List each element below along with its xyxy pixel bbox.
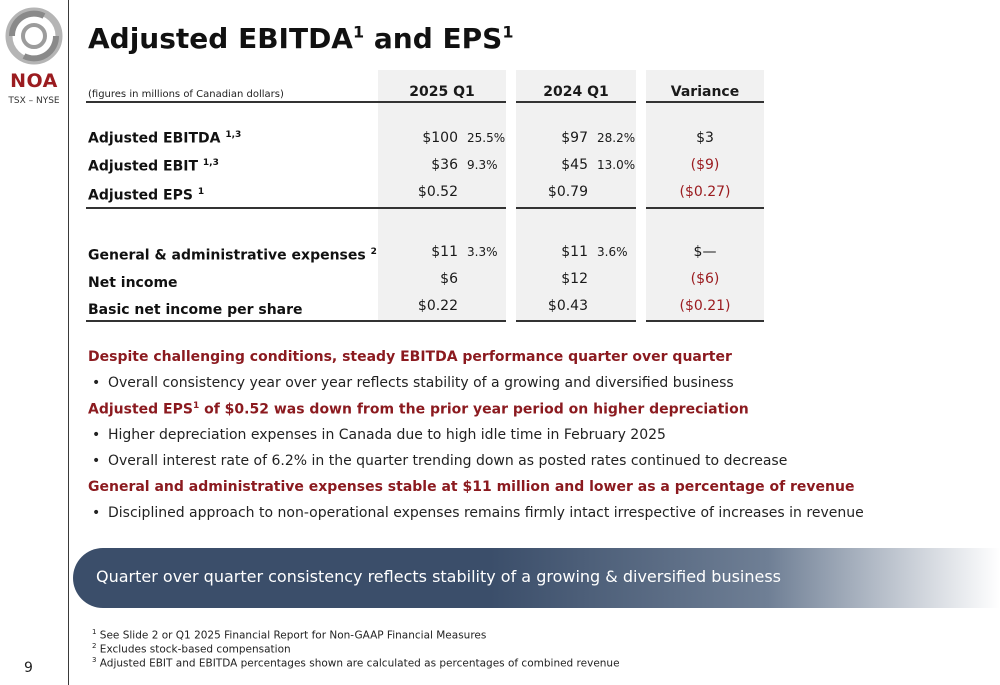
col-header-2024: 2024 Q1	[543, 84, 609, 100]
footnote-number: 2	[92, 642, 97, 650]
header-rule	[378, 101, 506, 103]
bullet-icon: •	[92, 453, 101, 469]
header-rule	[646, 101, 764, 103]
cell-2025: $0.52	[417, 184, 458, 200]
commentary-heading-ebitda: Despite challenging conditions, steady E…	[88, 349, 732, 365]
cell-2025-pct: 25.5%	[467, 131, 506, 145]
logo-exchange: TSX – NYSE	[8, 96, 60, 106]
table-bottom-rule	[378, 320, 506, 322]
col-header-2025: 2025 Q1	[409, 84, 475, 100]
footnote-text: Adjusted EBIT and EBITDA percentages sho…	[96, 657, 620, 670]
page-number: 9	[24, 660, 33, 676]
table-bottom-rule	[516, 320, 636, 322]
cell-variance: ($6)	[690, 271, 720, 287]
row-label-sup: 1	[197, 187, 205, 197]
cell-2024: $0.79	[547, 184, 588, 200]
cell-2024: $0.43	[547, 298, 588, 314]
key-message-text: Quarter over quarter consistency reflect…	[96, 567, 782, 586]
row-label: Adjusted EBITDA 1,3	[88, 130, 241, 147]
noa-logo-icon	[5, 7, 63, 65]
commentary-bullet: • Higher depreciation expenses in Canada …	[92, 427, 666, 443]
row-label-text: General & administrative expenses	[88, 247, 371, 264]
footnote: 3 Adjusted EBIT and EBITDA percentages s…	[92, 656, 620, 670]
col-header-variance: Variance	[670, 84, 740, 100]
heading-eps-part-b: of $0.52 was down from the prior year pe…	[199, 401, 749, 418]
row-label: Adjusted EBIT 1,3	[88, 158, 219, 175]
bullet-icon: •	[92, 375, 101, 391]
cell-2024: $12	[561, 271, 588, 287]
cell-variance: $—	[693, 244, 717, 260]
footnote-number: 3	[92, 656, 97, 664]
row-label: Net income	[88, 275, 178, 291]
title-part-2: and EPS	[364, 22, 503, 55]
footnote-text: See Slide 2 or Q1 2025 Financial Report …	[96, 629, 487, 642]
row-label-text: Adjusted EPS	[88, 187, 198, 204]
cell-2024-pct: 28.2%	[597, 131, 636, 145]
sidebar-divider	[68, 0, 69, 685]
col-bg-variance	[646, 70, 764, 322]
col-bg-2024	[516, 70, 636, 322]
page-title: Adjusted EBITDA1 and EPS1	[88, 22, 513, 55]
header-rule	[516, 101, 636, 103]
cell-2025: $6	[440, 271, 458, 287]
cell-2025: $100	[422, 130, 458, 146]
row-label-sup: 1,3	[202, 158, 219, 168]
footnote: 2 Excludes stock-based compensation	[92, 642, 291, 656]
row-label-text: Adjusted EBITDA	[88, 130, 226, 147]
bullet-text: Disciplined approach to non-operational …	[108, 505, 864, 521]
row-label-text: Adjusted EBIT	[88, 158, 203, 175]
bullet-icon: •	[92, 427, 101, 443]
cell-variance: $3	[696, 130, 714, 146]
group-rule	[86, 207, 378, 209]
row-label: Adjusted EPS 1	[88, 187, 204, 204]
cell-2025: $0.22	[417, 298, 458, 314]
bullet-text: Higher depreciation expenses in Canada d…	[108, 427, 666, 443]
cell-2024: $97	[561, 130, 588, 146]
cell-2025: $36	[431, 157, 458, 173]
bullet-text: Overall interest rate of 6.2% in the qua…	[108, 453, 788, 469]
cell-variance: ($0.27)	[679, 184, 731, 200]
cell-2024: $45	[561, 157, 588, 173]
commentary-heading-ga: General and administrative expenses stab…	[88, 479, 855, 495]
heading-eps-part-a: Adjusted EPS	[88, 401, 193, 418]
cell-2025-pct: 3.3%	[467, 245, 498, 259]
table-subheader: (figures in millions of Canadian dollars…	[88, 89, 284, 100]
title-sup-2: 1	[502, 22, 514, 42]
row-label-text: Basic net income per share	[88, 302, 303, 318]
header-rule	[86, 101, 378, 103]
cell-2025: $11	[431, 244, 458, 260]
heading-eps-sup: 1	[192, 401, 200, 411]
group-rule	[516, 207, 636, 209]
cell-2025-pct: 9.3%	[467, 158, 498, 172]
footnote-number: 1	[92, 628, 97, 636]
row-label: Basic net income per share	[88, 302, 303, 318]
cell-variance: ($9)	[690, 157, 720, 173]
commentary-heading-eps: Adjusted EPS1 of $0.52 was down from the…	[88, 401, 749, 418]
group-rule	[646, 207, 764, 209]
row-label-sup: 1,3	[225, 130, 242, 140]
bullet-text: Overall consistency year over year refle…	[108, 375, 734, 391]
table-bottom-rule	[646, 320, 764, 322]
bullet-icon: •	[92, 505, 101, 521]
cell-variance: ($0.21)	[679, 298, 731, 314]
commentary-bullet: • Disciplined approach to non-operational…	[92, 505, 864, 521]
cell-2024-pct: 13.0%	[597, 158, 636, 172]
commentary-bullet: • Overall interest rate of 6.2% in the qu…	[92, 453, 788, 469]
col-bg-2025	[378, 70, 506, 322]
row-label-text: Net income	[88, 275, 178, 291]
footnote: 1 See Slide 2 or Q1 2025 Financial Repor…	[92, 628, 486, 642]
table-bottom-rule	[86, 320, 378, 322]
cell-2024: $11	[561, 244, 588, 260]
row-label: General & administrative expenses 2	[88, 247, 377, 264]
footnote-text: Excludes stock-based compensation	[96, 643, 291, 656]
row-label-sup: 2	[370, 247, 377, 257]
logo-brand: NOA	[10, 70, 58, 92]
commentary-bullet: • Overall consistency year over year refl…	[92, 375, 734, 391]
title-part-1: Adjusted EBITDA	[88, 22, 353, 55]
cell-2024-pct: 3.6%	[597, 245, 628, 259]
title-sup-1: 1	[352, 22, 365, 42]
key-message-banner	[73, 548, 1000, 608]
group-rule	[378, 207, 506, 209]
